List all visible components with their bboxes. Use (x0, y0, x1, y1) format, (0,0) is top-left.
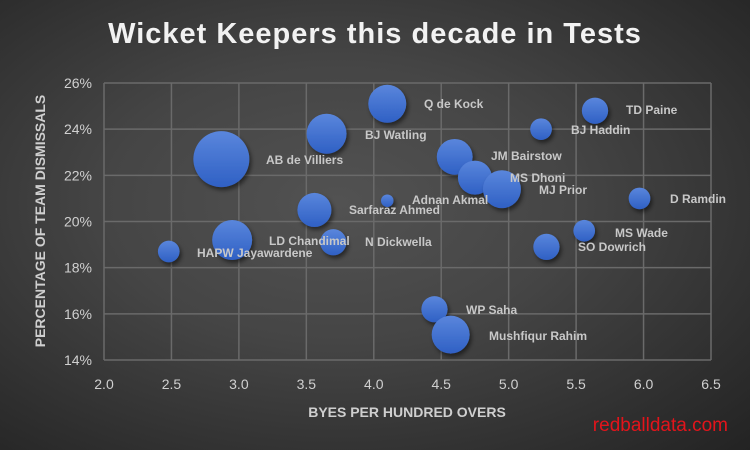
data-label: Sarfaraz Ahmed (349, 203, 440, 217)
data-label: Q de Kock (424, 97, 484, 111)
data-label: HAPW Jayawardene (197, 246, 313, 260)
x-tick-label: 4.5 (431, 376, 451, 392)
bubble (297, 192, 332, 227)
data-label: N Dickwella (365, 235, 432, 249)
y-tick-label: 26% (64, 75, 92, 91)
y-tick-label: 24% (64, 121, 92, 137)
bubble (368, 84, 407, 123)
x-tick-label: 4.0 (364, 376, 384, 392)
bubble (212, 219, 253, 260)
data-label: BJ Watling (365, 128, 427, 142)
y-tick-label: 14% (64, 352, 92, 368)
y-tick-label: 22% (64, 167, 92, 183)
bubble (157, 240, 180, 263)
bubble (530, 118, 552, 141)
data-label: MS Wade (615, 226, 668, 240)
x-tick-label: 5.5 (566, 376, 586, 392)
data-label: MJ Prior (539, 183, 587, 197)
data-label: AB de Villiers (266, 153, 343, 167)
bubble (431, 315, 470, 354)
x-tick-label: 3.5 (297, 376, 317, 392)
chart-title: Wicket Keepers this decade in Tests (108, 18, 642, 50)
y-tick-label: 16% (64, 306, 92, 322)
data-label: BJ Haddin (571, 123, 630, 137)
data-label: JM Bairstow (491, 149, 562, 163)
x-tick-label: 2.0 (94, 376, 114, 392)
bubble (381, 194, 394, 207)
watermark: redballdata.com (592, 415, 728, 436)
data-label: Mushfiqur Rahim (489, 329, 587, 343)
bubble (482, 170, 521, 209)
y-tick-label: 18% (64, 260, 92, 276)
bubble (421, 296, 448, 323)
x-tick-label: 5.0 (499, 376, 519, 392)
data-label: D Ramdin (670, 192, 726, 206)
data-label: WP Saha (466, 303, 517, 317)
bubble (306, 113, 347, 154)
y-tick-label: 20% (64, 214, 92, 230)
bubble (573, 219, 596, 242)
x-tick-label: 3.0 (229, 376, 249, 392)
data-label: MS Dhoni (510, 171, 565, 185)
x-tick-label: 6.0 (634, 376, 654, 392)
bubble (628, 187, 651, 210)
bubble (533, 233, 560, 261)
y-axis-title: PERCENTAGE OF TEAM DISMISSALS (32, 95, 48, 348)
data-label: SO Dowrich (578, 240, 646, 254)
bubble (320, 229, 347, 256)
data-label: LD Chandimal (269, 234, 350, 248)
bubble (581, 97, 609, 124)
bubble (193, 131, 250, 188)
data-label: Adnan Akmal (412, 193, 488, 207)
x-axis-title: BYES PER HUNDRED OVERS (308, 404, 506, 420)
data-label: TD Paine (626, 103, 678, 117)
x-tick-label: 6.5 (701, 376, 721, 392)
x-tick-label: 2.5 (162, 376, 182, 392)
